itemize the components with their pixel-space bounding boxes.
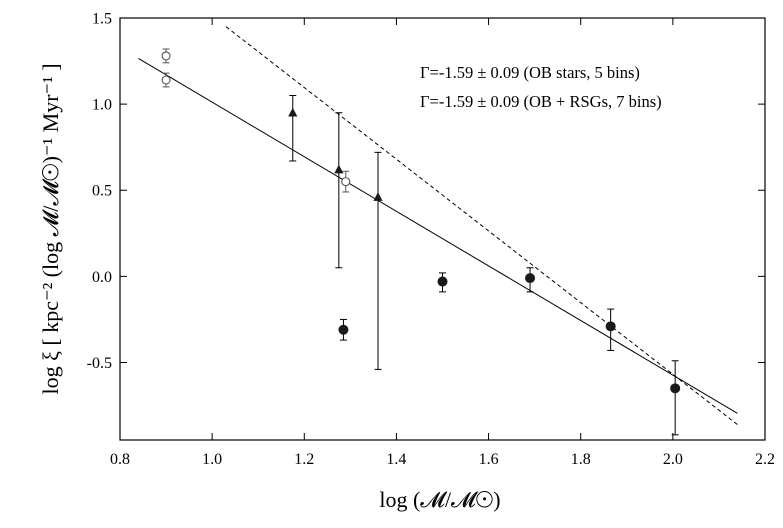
fit-line-dashed (225, 26, 738, 425)
x-tick-label: 2.0 (663, 451, 683, 468)
y-axis-title: log ξ [ kpc⁻² (log 𝓜/𝓜☉)⁻¹ Myr⁻¹ ] (38, 63, 63, 394)
x-tick-label: 1.8 (571, 451, 591, 468)
data-point-filled-circle (437, 276, 448, 287)
y-tick-label: 1.0 (92, 97, 112, 114)
data-point-filled-circle (338, 324, 349, 335)
fit-lines (138, 26, 738, 425)
data-point-filled-circle (605, 321, 616, 332)
y-tick-label: 1.5 (92, 11, 112, 28)
x-tick-label: 1.6 (479, 451, 499, 468)
x-tick-label: 1.0 (202, 451, 222, 468)
plot-frame (119, 17, 766, 441)
axis-ticks: 0.8 1.0 1.2 1.4 1.6 1.8 2.0 2.2 -0.5 0.0 0.5 1.0 1.5 (87, 11, 775, 469)
data-point-triangle (334, 164, 344, 174)
data-point-open-circle (341, 177, 351, 187)
y-tick-label: -0.5 (87, 355, 112, 372)
data-point-triangle (288, 107, 298, 117)
y-tick-label: 0.5 (92, 183, 112, 200)
annotation-ob-stars: Γ=-1.59 ± 0.09 (OB stars, 5 bins) (420, 63, 640, 82)
x-tick-label: 1.2 (294, 451, 314, 468)
x-axis-title: log (𝓜/𝓜☉) (379, 487, 500, 512)
data-point-open-circle (161, 75, 171, 85)
fit-line-solid (138, 58, 738, 414)
data-marks (161, 48, 681, 436)
data-point-filled-circle (525, 273, 536, 284)
data-point-triangle (373, 192, 383, 201)
x-tick-label: 1.4 (386, 451, 406, 468)
data-point-filled-circle (670, 383, 681, 394)
annotation-ob-rsgs: Γ=-1.59 ± 0.09 (OB + RSGs, 7 bins) (420, 92, 662, 111)
y-tick-label: 0.0 (92, 269, 112, 286)
data-point-open-circle (161, 51, 171, 61)
x-tick-label: 2.2 (755, 451, 775, 468)
x-tick-label: 0.8 (110, 451, 130, 468)
